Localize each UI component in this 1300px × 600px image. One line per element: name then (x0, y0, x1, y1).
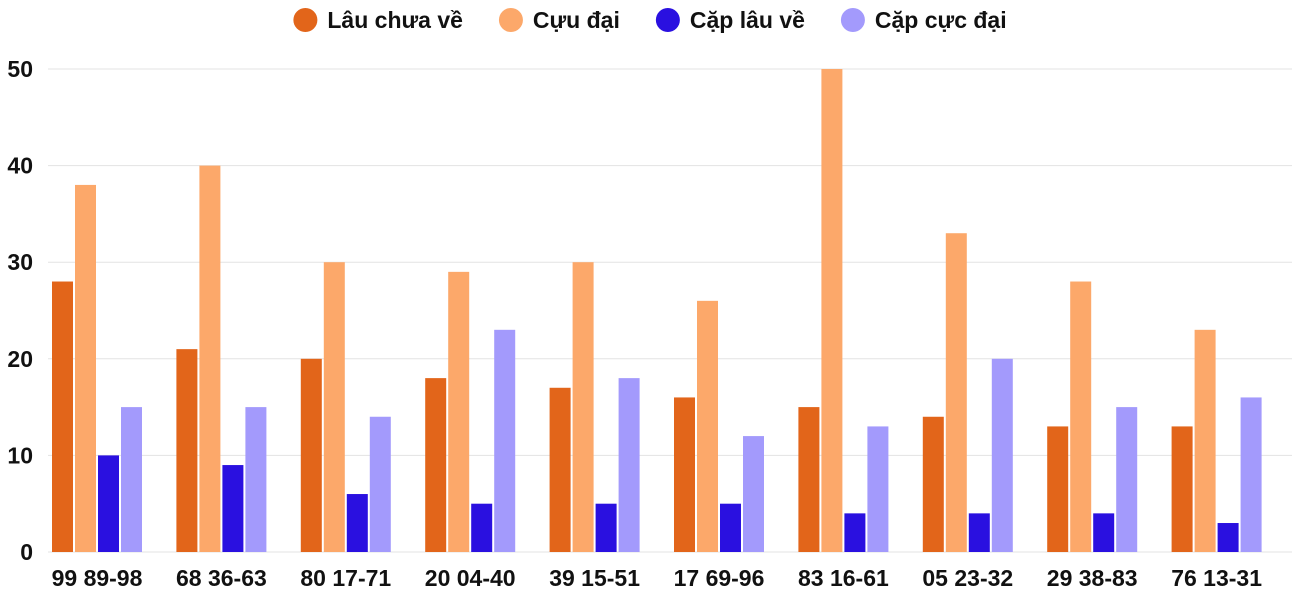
bar-cap-lau-ve-9 (1217, 523, 1239, 552)
bar-cap-cuc-dai-4 (618, 378, 640, 552)
bar-cap-cuc-dai-5 (743, 436, 764, 552)
legend-label-cap-lau-ve: Cặp lâu về (690, 7, 805, 33)
bar-cuu-dai-1 (199, 165, 221, 552)
bar-cap-cuc-dai-1 (245, 407, 267, 552)
bar-cap-lau-ve-4 (595, 503, 617, 552)
legend-swatch-lau-chua-ve (293, 8, 318, 32)
legend-swatch-cap-lau-ve (655, 8, 680, 32)
bar-cuu-dai-0 (75, 184, 96, 553)
legend-swatch-cuu-dai (498, 8, 523, 32)
bar-cap-lau-ve-5 (720, 503, 741, 552)
bar-lau-chua-ve-2 (300, 358, 322, 552)
bar-cuu-dai-3 (448, 271, 470, 552)
x-tick-label: 76 13-31 (1171, 565, 1262, 591)
legend-label-cap-cuc-dai: Cặp cực đại (875, 7, 1007, 33)
bar-lau-chua-ve-4 (549, 387, 571, 552)
bar-cuu-dai-6 (821, 69, 843, 552)
x-tick-label: 99 89-98 (52, 565, 143, 591)
x-tick-label: 83 16-61 (798, 565, 889, 591)
legend-label-lau-chua-ve: Lâu chưa về (327, 7, 463, 33)
bar-cap-cuc-dai-6 (867, 426, 889, 552)
x-axis: 99 89-98 68 36-63 80 17-71 20 04-40 39 15-51… (52, 565, 1263, 591)
bar-cap-cuc-dai-8 (1116, 407, 1138, 552)
x-tick-label: 29 38-83 (1047, 565, 1138, 591)
bar-cap-lau-ve-1 (222, 465, 244, 552)
x-tick-label: 17 69-96 (674, 565, 765, 591)
bar-lau-chua-ve-1 (176, 349, 198, 552)
y-axis: 0 10 20 30 40 50 (7, 56, 33, 565)
bar-cap-lau-ve-2 (346, 494, 368, 552)
bar-cap-cuc-dai-0 (121, 407, 142, 552)
x-tick-label: 68 36-63 (176, 565, 267, 591)
bar-cuu-dai-4 (572, 262, 594, 552)
chart-legend: Lâu chưa về Cựu đại Cặp lâu về Cặp cực đại (293, 7, 1007, 33)
y-tick-label: 10 (7, 442, 33, 468)
bar-lau-chua-ve-8 (1047, 426, 1069, 552)
bar-cap-cuc-dai-3 (494, 329, 516, 552)
y-tick-label: 40 (7, 153, 33, 179)
bar-cuu-dai-8 (1070, 281, 1092, 552)
legend-swatch-cap-cuc-dai (840, 8, 865, 32)
bars (52, 69, 1262, 553)
bar-lau-chua-ve-9 (1171, 426, 1193, 552)
y-tick-label: 20 (7, 346, 33, 372)
legend-label-cuu-dai: Cựu đại (533, 7, 620, 33)
x-tick-label: 20 04-40 (425, 565, 516, 591)
bar-lau-chua-ve-0 (52, 281, 73, 552)
bar-lau-chua-ve-7 (922, 416, 944, 552)
bar-cuu-dai-5 (697, 300, 718, 552)
bar-cap-cuc-dai-7 (991, 358, 1013, 552)
bar-cap-lau-ve-0 (98, 455, 119, 552)
bar-cap-lau-ve-8 (1093, 513, 1115, 552)
bar-cap-cuc-dai-9 (1240, 397, 1262, 552)
bar-cap-lau-ve-6 (844, 513, 866, 552)
bar-cuu-dai-7 (945, 233, 967, 552)
x-tick-label: 39 15-51 (549, 565, 640, 591)
bar-lau-chua-ve-3 (425, 378, 447, 552)
x-tick-label: 80 17-71 (300, 565, 391, 591)
bar-cap-lau-ve-3 (471, 503, 493, 552)
y-tick-label: 30 (7, 249, 33, 275)
x-tick-label: 05 23-32 (922, 565, 1013, 591)
bar-lau-chua-ve-6 (798, 407, 820, 552)
y-tick-label: 50 (7, 56, 33, 82)
bar-cuu-dai-9 (1194, 329, 1216, 552)
bar-lau-chua-ve-5 (674, 397, 695, 552)
y-tick-label: 0 (20, 539, 33, 565)
bar-cuu-dai-2 (323, 262, 345, 552)
bar-cap-cuc-dai-2 (369, 416, 391, 552)
bar-cap-lau-ve-7 (968, 513, 990, 552)
